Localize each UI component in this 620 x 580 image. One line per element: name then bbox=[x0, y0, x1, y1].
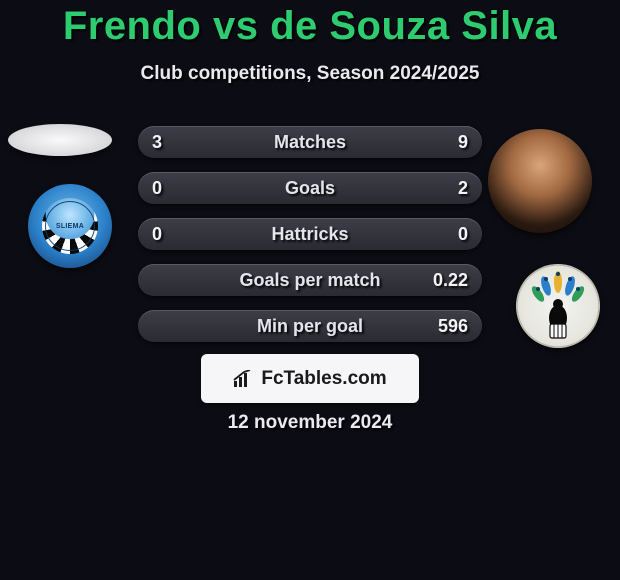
brand-label: FcTables.com bbox=[261, 368, 386, 390]
player-left-avatar bbox=[8, 124, 112, 156]
stat-right-value: 2 bbox=[428, 178, 468, 199]
club-right-crest bbox=[516, 264, 600, 348]
stat-right-value: 9 bbox=[428, 132, 468, 153]
stat-right-value: 0.22 bbox=[428, 270, 468, 291]
stat-row-min-per-goal: Min per goal 596 bbox=[138, 310, 482, 342]
stat-label: Goals per match bbox=[192, 270, 428, 291]
date-label: 12 november 2024 bbox=[0, 412, 620, 434]
stats-panel: 3 Matches 9 0 Goals 2 0 Hattricks 0 Goal… bbox=[138, 126, 482, 356]
stat-row-goals: 0 Goals 2 bbox=[138, 172, 482, 204]
bar-chart-icon bbox=[233, 370, 255, 388]
stat-left-value: 0 bbox=[152, 178, 192, 199]
stat-row-hattricks: 0 Hattricks 0 bbox=[138, 218, 482, 250]
stat-left-value: 0 bbox=[152, 224, 192, 245]
stat-label: Min per goal bbox=[192, 316, 428, 337]
club-left-crest: SLIEMA bbox=[28, 184, 112, 268]
player-right-avatar bbox=[488, 129, 592, 233]
peacock-feathers bbox=[530, 271, 587, 304]
brand-watermark: FcTables.com bbox=[201, 354, 419, 403]
subtitle: Club competitions, Season 2024/2025 bbox=[0, 63, 620, 85]
page-title: Frendo vs de Souza Silva bbox=[0, 4, 620, 49]
stat-label: Matches bbox=[192, 132, 428, 153]
stat-row-matches: 3 Matches 9 bbox=[138, 126, 482, 158]
stat-row-goals-per-match: Goals per match 0.22 bbox=[138, 264, 482, 296]
stat-label: Hattricks bbox=[192, 224, 428, 245]
stat-left-value: 3 bbox=[152, 132, 192, 153]
stat-label: Goals bbox=[192, 178, 428, 199]
stat-right-value: 596 bbox=[428, 316, 468, 337]
stat-right-value: 0 bbox=[428, 224, 468, 245]
club-left-label: SLIEMA bbox=[42, 198, 98, 254]
